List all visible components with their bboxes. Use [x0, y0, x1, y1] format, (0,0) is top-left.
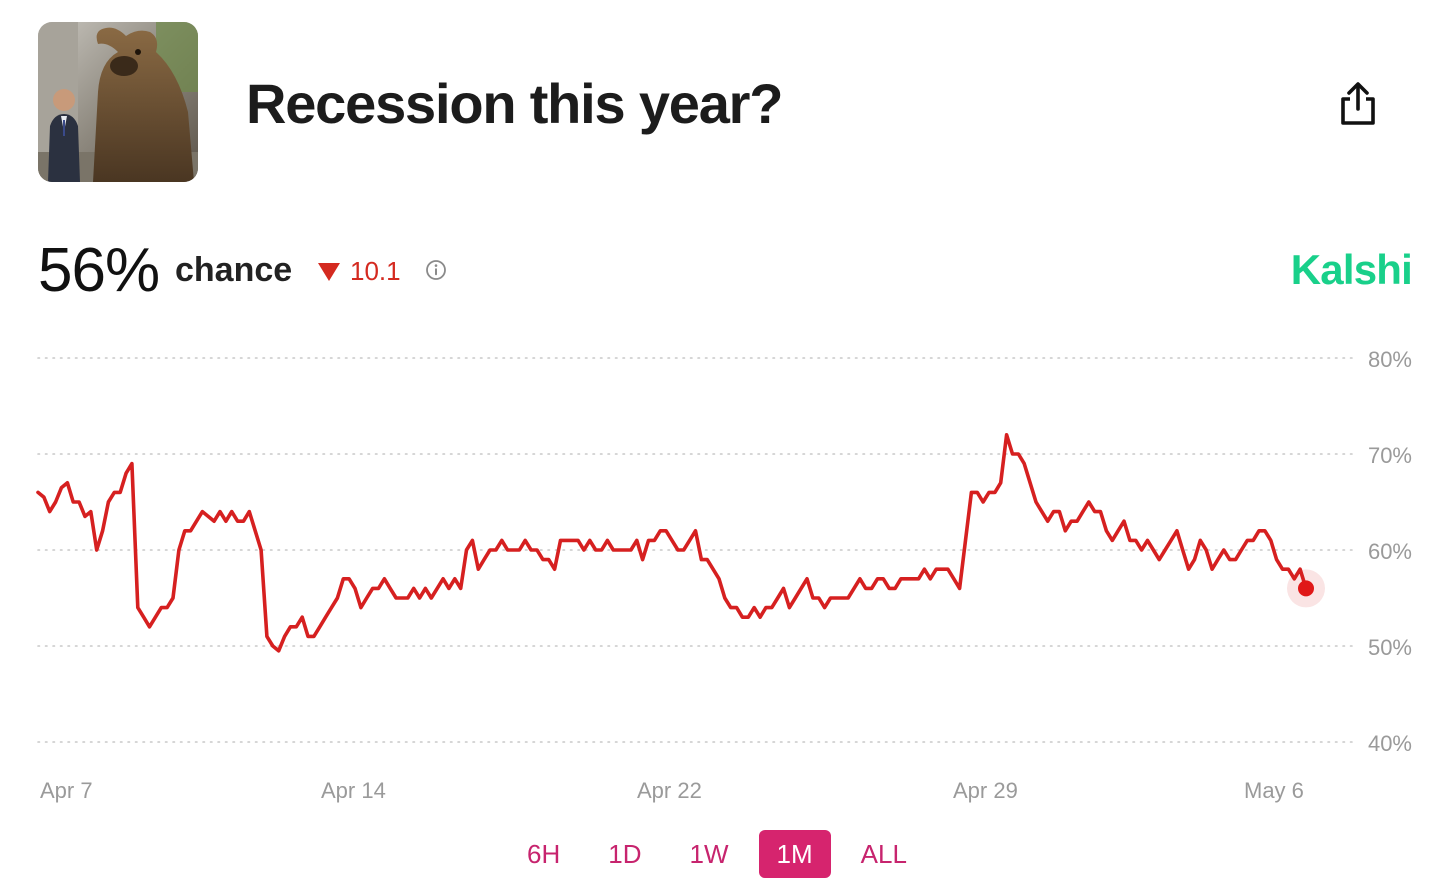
share-button[interactable] [1330, 76, 1386, 132]
range-button-1w[interactable]: 1W [672, 830, 747, 878]
info-icon[interactable] [425, 259, 447, 281]
range-button-6h[interactable]: 6H [509, 830, 578, 878]
y-tick-label: 40% [1368, 731, 1412, 756]
x-tick-label: May 6 [1244, 778, 1304, 803]
x-tick-label: Apr 29 [953, 778, 1018, 803]
y-tick-label: 50% [1368, 635, 1412, 660]
x-tick-label: Apr 22 [637, 778, 702, 803]
bear-statue-photo-icon [38, 22, 198, 182]
share-icon [1341, 82, 1375, 125]
last-point-marker [1298, 580, 1314, 597]
x-tick-label: Apr 14 [321, 778, 386, 803]
series-line [36, 433, 1308, 653]
y-tick-label: 70% [1368, 443, 1412, 468]
range-button-1d[interactable]: 1D [590, 830, 659, 878]
change-value: 10.1 [350, 256, 401, 286]
y-tick-label: 60% [1368, 539, 1412, 564]
range-button-all[interactable]: ALL [843, 830, 925, 878]
market-thumbnail [38, 22, 198, 182]
chance-label: chance [175, 251, 293, 289]
probability-chart: 80% 70% 60% 50% 40% Apr 7 Apr 14 Apr 22 Apr 29 M… [36, 347, 1412, 803]
time-range-selector: 6H 1D 1W 1M ALL [0, 830, 1434, 878]
x-tick-label: Apr 7 [40, 778, 93, 803]
down-triangle-icon [318, 263, 340, 281]
y-tick-label: 80% [1368, 347, 1412, 372]
probability-value: 56% [38, 236, 160, 305]
range-button-1m[interactable]: 1M [758, 830, 831, 878]
source-brand[interactable]: Kalshi [1290, 246, 1413, 293]
market-title: Recession this year? [246, 72, 783, 135]
